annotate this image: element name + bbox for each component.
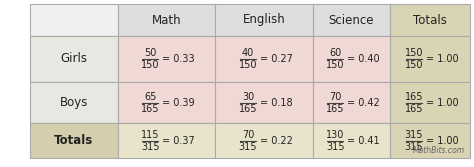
Text: Totals: Totals <box>55 134 94 147</box>
Bar <box>118 4 215 36</box>
Bar <box>215 36 313 82</box>
Text: English: English <box>243 14 285 27</box>
Text: = 0.27: = 0.27 <box>260 54 293 64</box>
Bar <box>215 82 313 123</box>
Text: 150: 150 <box>405 60 423 70</box>
Text: 150: 150 <box>239 60 257 70</box>
Text: 315: 315 <box>141 141 160 151</box>
Bar <box>30 123 118 158</box>
Text: 70: 70 <box>242 129 254 139</box>
Text: = 0.41: = 0.41 <box>347 135 380 145</box>
Text: = 0.22: = 0.22 <box>260 135 293 145</box>
Text: Math: Math <box>152 14 182 27</box>
Text: Totals: Totals <box>413 14 447 27</box>
Bar <box>215 4 313 36</box>
Bar <box>313 36 390 82</box>
Text: 315: 315 <box>239 141 257 151</box>
Text: 165: 165 <box>239 104 257 114</box>
Text: Girls: Girls <box>61 52 88 65</box>
Text: 115: 115 <box>141 129 160 139</box>
Text: 150: 150 <box>326 60 345 70</box>
Text: = 0.39: = 0.39 <box>163 98 195 108</box>
Text: 165: 165 <box>141 104 160 114</box>
Bar <box>30 4 118 36</box>
Text: 150: 150 <box>141 60 160 70</box>
Text: 315: 315 <box>405 129 423 139</box>
Text: = 0.37: = 0.37 <box>163 135 195 145</box>
Bar <box>30 82 118 123</box>
Bar <box>390 36 470 82</box>
Text: 50: 50 <box>144 48 157 58</box>
Text: = 0.40: = 0.40 <box>347 54 380 64</box>
Text: 65: 65 <box>144 92 157 102</box>
Text: 165: 165 <box>405 92 423 102</box>
Text: 130: 130 <box>326 129 345 139</box>
Text: 70: 70 <box>329 92 342 102</box>
Bar <box>313 123 390 158</box>
Text: Boys: Boys <box>60 96 88 109</box>
Text: 30: 30 <box>242 92 254 102</box>
Text: = 1.00: = 1.00 <box>426 54 459 64</box>
Text: 165: 165 <box>405 104 423 114</box>
Text: 165: 165 <box>326 104 345 114</box>
Bar <box>313 82 390 123</box>
Text: 315: 315 <box>405 141 423 151</box>
Bar <box>390 123 470 158</box>
Bar <box>390 4 470 36</box>
Text: Science: Science <box>329 14 374 27</box>
Text: 60: 60 <box>329 48 342 58</box>
Bar <box>118 36 215 82</box>
Text: = 0.42: = 0.42 <box>347 98 380 108</box>
Text: = 1.00: = 1.00 <box>426 135 459 145</box>
Text: 150: 150 <box>405 48 423 58</box>
Bar <box>215 123 313 158</box>
Bar <box>313 4 390 36</box>
Bar <box>390 82 470 123</box>
Text: 315: 315 <box>326 141 345 151</box>
Text: = 0.33: = 0.33 <box>163 54 195 64</box>
Bar <box>118 123 215 158</box>
Bar <box>30 36 118 82</box>
Text: 40: 40 <box>242 48 254 58</box>
Text: = 1.00: = 1.00 <box>426 98 459 108</box>
Text: MathBits.com: MathBits.com <box>413 146 465 155</box>
Text: = 0.18: = 0.18 <box>260 98 292 108</box>
Bar <box>118 82 215 123</box>
